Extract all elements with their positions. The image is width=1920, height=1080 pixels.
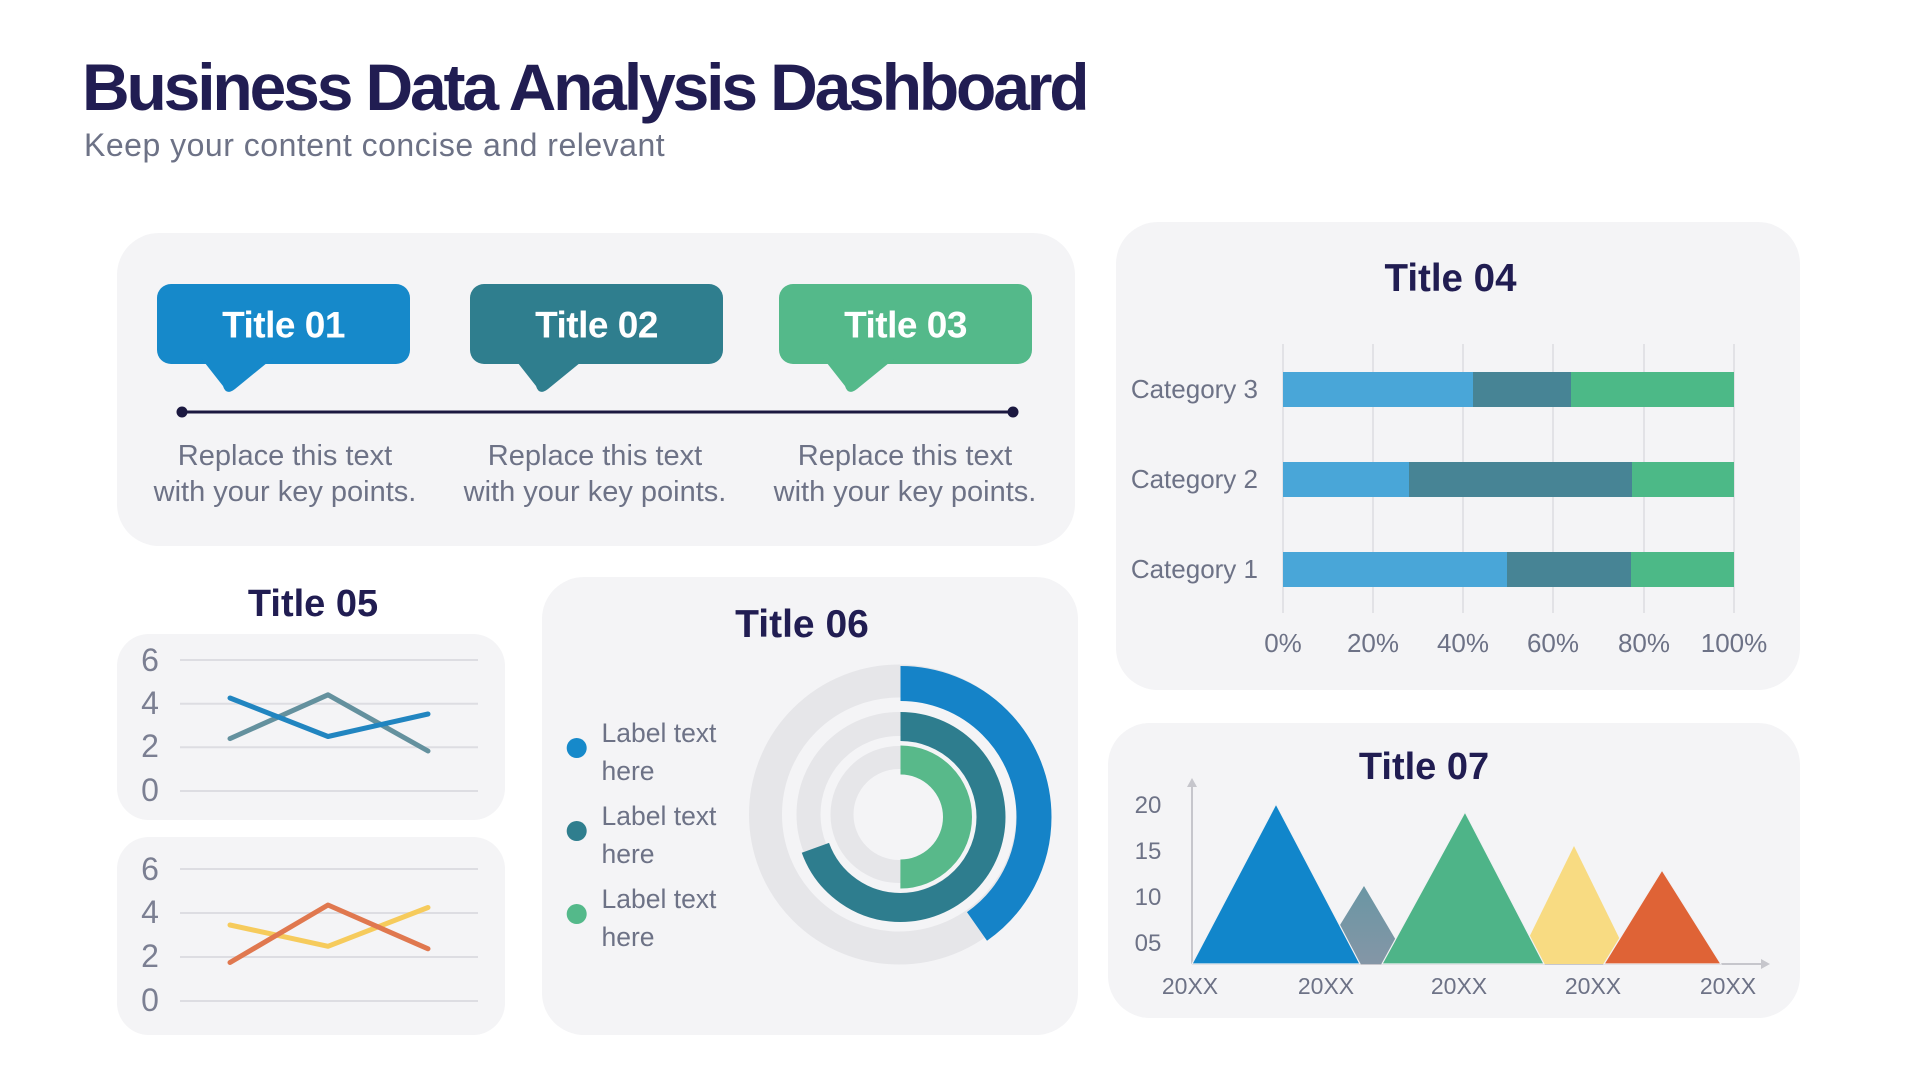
svg-text:Category 2: Category 2 xyxy=(1131,464,1258,494)
svg-text:0%: 0% xyxy=(1264,628,1302,658)
svg-text:40%: 40% xyxy=(1437,628,1489,658)
svg-text:here: here xyxy=(602,756,655,786)
svg-text:Label text: Label text xyxy=(602,884,718,914)
svg-text:20%: 20% xyxy=(1347,628,1399,658)
svg-text:0: 0 xyxy=(141,982,159,1018)
svg-text:6: 6 xyxy=(141,851,159,887)
svg-text:Label text: Label text xyxy=(602,801,718,831)
svg-text:Title 02: Title 02 xyxy=(535,305,658,346)
svg-text:05: 05 xyxy=(1135,930,1162,957)
svg-text:60%: 60% xyxy=(1527,628,1579,658)
svg-text:2: 2 xyxy=(141,938,159,974)
svg-text:Category 1: Category 1 xyxy=(1131,554,1258,584)
svg-text:here: here xyxy=(602,839,655,869)
svg-text:20: 20 xyxy=(1135,792,1162,819)
svg-text:Title 03: Title 03 xyxy=(844,305,967,346)
svg-text:100%: 100% xyxy=(1701,628,1768,658)
svg-text:10: 10 xyxy=(1135,884,1162,911)
svg-text:here: here xyxy=(602,922,655,952)
svg-text:6: 6 xyxy=(141,642,159,678)
svg-text:Title 01: Title 01 xyxy=(222,305,345,346)
svg-text:20XX: 20XX xyxy=(1565,973,1621,999)
svg-text:4: 4 xyxy=(141,685,159,721)
svg-text:Label text: Label text xyxy=(602,718,718,748)
svg-text:20XX: 20XX xyxy=(1700,973,1756,999)
svg-text:2: 2 xyxy=(141,728,159,764)
svg-text:0: 0 xyxy=(141,772,159,808)
svg-text:80%: 80% xyxy=(1618,628,1670,658)
svg-text:4: 4 xyxy=(141,894,159,930)
svg-text:20XX: 20XX xyxy=(1162,973,1218,999)
svg-text:Category 3: Category 3 xyxy=(1131,374,1258,404)
svg-text:20XX: 20XX xyxy=(1431,973,1487,999)
svg-text:15: 15 xyxy=(1135,838,1162,865)
svg-text:20XX: 20XX xyxy=(1298,973,1354,999)
